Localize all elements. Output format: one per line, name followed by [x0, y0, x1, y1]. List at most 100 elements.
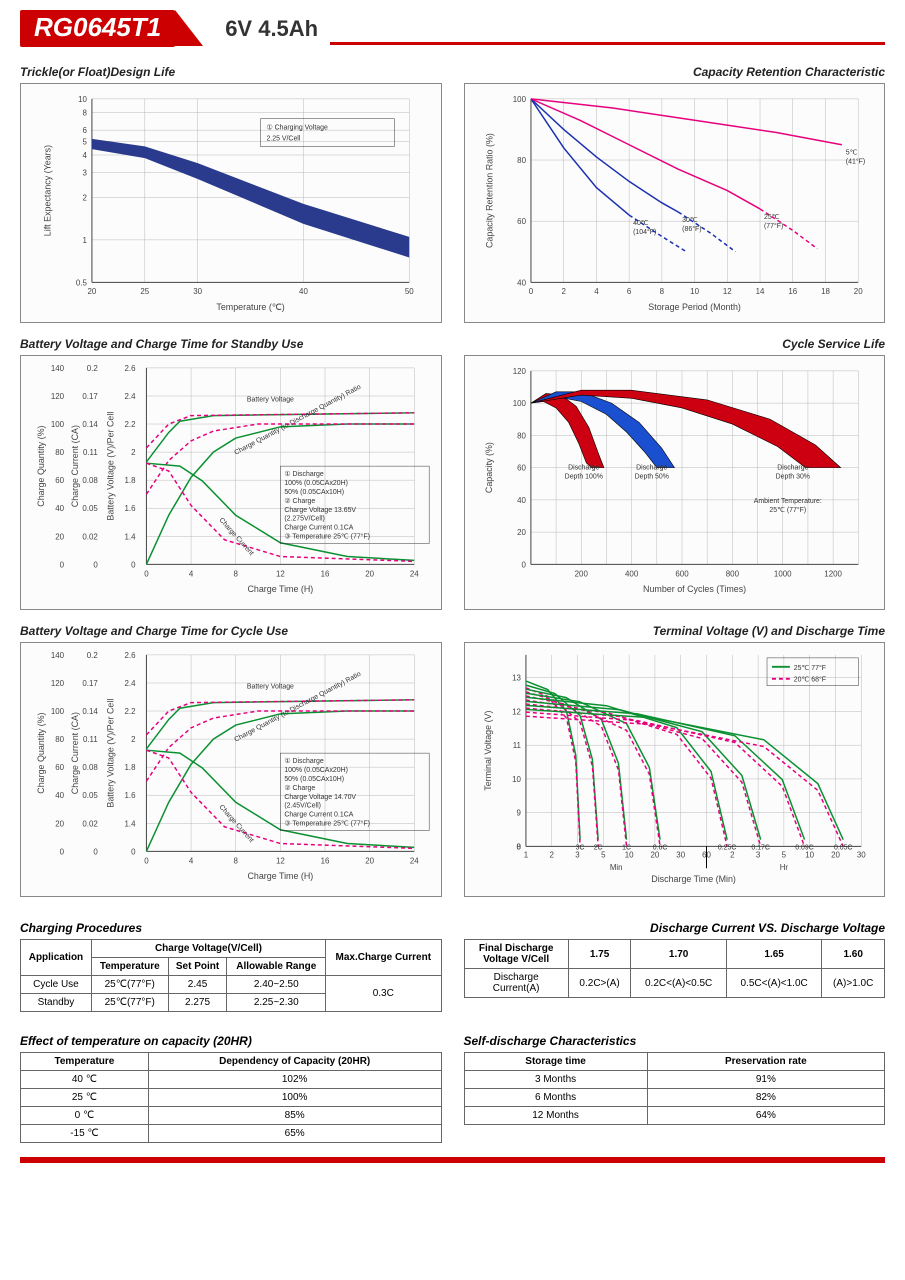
table-title: Discharge Current VS. Discharge Voltage — [464, 921, 886, 935]
svg-text:2: 2 — [131, 448, 135, 457]
svg-text:Charge Quantity (to-Discharge: Charge Quantity (to-Discharge Quantity) … — [233, 671, 362, 744]
svg-text:30: 30 — [856, 850, 865, 859]
td: 12 Months — [464, 1107, 647, 1125]
svg-text:5: 5 — [601, 850, 606, 859]
th: Storage time — [464, 1053, 647, 1071]
svg-text:Depth 100%: Depth 100% — [564, 473, 602, 480]
svg-text:(104°F): (104°F) — [633, 228, 656, 236]
svg-text:0.09C: 0.09C — [795, 845, 814, 852]
table-title: Charging Procedures — [20, 921, 442, 935]
svg-text:0: 0 — [131, 847, 136, 856]
svg-text:Capacity Retention Ratio (%): Capacity Retention Ratio (%) — [484, 133, 494, 248]
th: 1.60 — [822, 940, 885, 969]
svg-text:120: 120 — [512, 367, 526, 376]
svg-text:0: 0 — [60, 847, 65, 856]
svg-text:20: 20 — [650, 850, 659, 859]
svg-text:40: 40 — [517, 496, 526, 505]
svg-text:100: 100 — [51, 707, 65, 716]
svg-text:12: 12 — [276, 856, 285, 865]
th: Preservation rate — [647, 1053, 884, 1071]
chart-title: Battery Voltage and Charge Time for Cycl… — [20, 624, 442, 638]
th: Temperature — [21, 1053, 149, 1071]
svg-text:20: 20 — [55, 819, 64, 828]
svg-text:2.25 V/Cell: 2.25 V/Cell — [266, 136, 300, 143]
svg-text:100: 100 — [512, 399, 526, 408]
td: Cycle Use — [21, 976, 92, 994]
svg-text:0.08: 0.08 — [82, 763, 98, 772]
svg-text:16: 16 — [321, 856, 330, 865]
svg-text:1.6: 1.6 — [124, 791, 136, 800]
svg-text:Discharge: Discharge — [636, 464, 667, 471]
svg-text:10: 10 — [690, 287, 699, 296]
svg-text:50: 50 — [405, 287, 414, 296]
svg-text:40: 40 — [517, 278, 526, 287]
svg-text:100% (0.05CAx20H): 100% (0.05CAx20H) — [284, 480, 348, 487]
td: 91% — [647, 1071, 884, 1089]
svg-text:0.05: 0.05 — [82, 791, 98, 800]
svg-text:25: 25 — [140, 287, 149, 296]
td: 0.2C<(A)<0.5C — [631, 969, 727, 998]
th: 1.65 — [726, 940, 822, 969]
svg-text:3: 3 — [83, 169, 88, 178]
svg-text:0.17: 0.17 — [82, 679, 97, 688]
td: 2.45 — [168, 976, 227, 994]
svg-text:24: 24 — [410, 856, 419, 865]
svg-text:0.14: 0.14 — [82, 420, 98, 429]
svg-text:50% (0.05CAx10H): 50% (0.05CAx10H) — [284, 489, 344, 496]
svg-text:25℃ (77°F): 25℃ (77°F) — [769, 506, 806, 514]
svg-text:0: 0 — [60, 560, 65, 569]
svg-text:0.5: 0.5 — [76, 278, 88, 287]
td: -15 ℃ — [21, 1125, 149, 1143]
svg-text:4: 4 — [189, 856, 194, 865]
chart-title: Battery Voltage and Charge Time for Stan… — [20, 337, 442, 351]
svg-text:40: 40 — [299, 287, 308, 296]
svg-text:0.2: 0.2 — [87, 364, 98, 373]
svg-text:1.8: 1.8 — [124, 763, 136, 772]
svg-text:Charge Quantity (to-Discharge: Charge Quantity (to-Discharge Quantity) … — [233, 384, 362, 457]
svg-text:Discharge: Discharge — [568, 464, 599, 471]
td: 100% — [148, 1089, 441, 1107]
svg-text:100% (0.05CAx20H): 100% (0.05CAx20H) — [284, 767, 348, 774]
svg-text:4: 4 — [83, 151, 88, 160]
svg-text:10: 10 — [78, 95, 87, 104]
svg-text:5: 5 — [781, 850, 786, 859]
svg-text:0.17C: 0.17C — [751, 845, 770, 852]
th: Application — [21, 940, 92, 976]
td: 0.2C>(A) — [568, 969, 631, 998]
th: Charge Voltage(V/Cell) — [91, 940, 325, 958]
td: 0 ℃ — [21, 1107, 149, 1125]
svg-text:100: 100 — [51, 420, 65, 429]
svg-text:0: 0 — [93, 847, 98, 856]
retention-chart: 0246810121416182040608010040℃(104°F)30℃(… — [464, 83, 886, 323]
svg-text:80: 80 — [517, 431, 526, 440]
svg-text:6: 6 — [626, 287, 631, 296]
svg-text:80: 80 — [55, 735, 64, 744]
th: Dependency of Capacity (20HR) — [148, 1053, 441, 1071]
svg-text:③ Temperature 25℃ (77°F): ③ Temperature 25℃ (77°F) — [284, 820, 370, 828]
svg-text:12: 12 — [512, 707, 521, 716]
svg-text:Ambient Temperature:: Ambient Temperature: — [753, 498, 821, 505]
svg-text:1.6: 1.6 — [124, 504, 136, 513]
th: Allowable Range — [227, 958, 326, 976]
standby-chart: 04812162024000200.021.4400.051.6600.081.… — [20, 355, 442, 610]
td: 2.40~2.50 — [227, 976, 326, 994]
svg-text:2: 2 — [561, 287, 565, 296]
svg-text:13: 13 — [512, 674, 521, 683]
svg-text:20℃ 68°F: 20℃ 68°F — [793, 676, 825, 684]
svg-text:60: 60 — [517, 217, 526, 226]
svg-text:0: 0 — [528, 287, 533, 296]
svg-text:0: 0 — [93, 560, 98, 569]
svg-text:800: 800 — [725, 569, 739, 578]
header: RG0645T1 6V 4.5Ah — [20, 10, 885, 47]
svg-text:1000: 1000 — [773, 569, 791, 578]
svg-text:0.25C: 0.25C — [717, 845, 736, 852]
td: 85% — [148, 1107, 441, 1125]
svg-text:3C: 3C — [575, 845, 584, 852]
svg-text:20: 20 — [365, 856, 374, 865]
chart-title: Cycle Service Life — [464, 337, 886, 351]
svg-text:16: 16 — [321, 569, 330, 578]
svg-text:140: 140 — [51, 364, 65, 373]
svg-text:1C: 1C — [622, 845, 631, 852]
svg-text:1200: 1200 — [824, 569, 842, 578]
svg-text:30: 30 — [193, 287, 202, 296]
